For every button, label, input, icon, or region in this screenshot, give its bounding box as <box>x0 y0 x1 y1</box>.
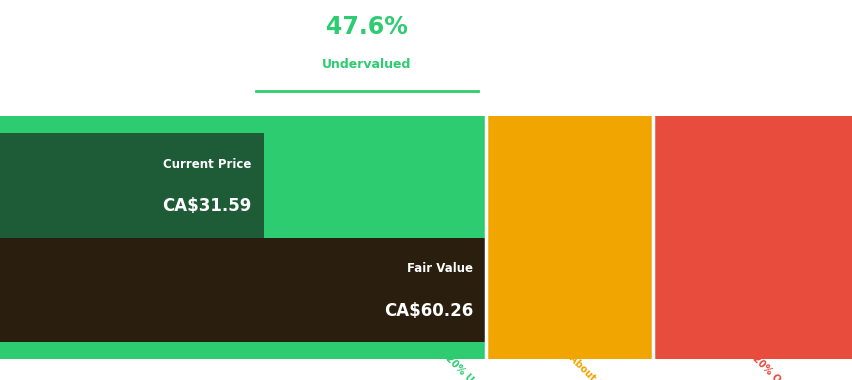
Bar <box>486 116 652 133</box>
Text: Undervalued: Undervalued <box>322 58 411 71</box>
Bar <box>486 342 652 359</box>
Bar <box>486 133 652 342</box>
Text: Fair Value: Fair Value <box>407 262 473 276</box>
Bar <box>652 342 852 359</box>
Text: 47.6%: 47.6% <box>325 14 407 39</box>
Bar <box>0 116 486 133</box>
Text: Current Price: Current Price <box>163 158 251 171</box>
Text: 20% Undervalued: 20% Undervalued <box>443 353 519 380</box>
Bar <box>0 133 264 238</box>
Bar <box>0 238 486 342</box>
Text: CA$31.59: CA$31.59 <box>162 197 251 215</box>
Text: CA$60.26: CA$60.26 <box>383 302 473 320</box>
Bar <box>0 133 486 342</box>
Bar <box>0 342 486 359</box>
Text: About Right: About Right <box>567 353 620 380</box>
Bar <box>652 116 852 133</box>
Text: 20% Overvalued: 20% Overvalued <box>750 353 820 380</box>
Bar <box>652 133 852 342</box>
